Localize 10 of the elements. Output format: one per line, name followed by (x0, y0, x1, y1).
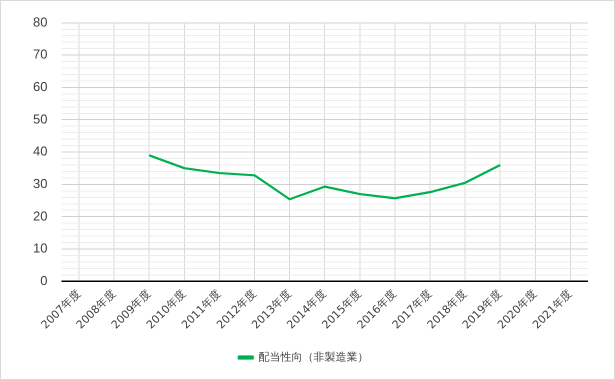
y-tick-label: 50 (32, 111, 48, 126)
y-tick-label: 80 (32, 14, 48, 30)
y-tick-label: 30 (32, 176, 48, 191)
y-tick-label: 0 (40, 272, 48, 288)
y-tick-label: 20 (32, 208, 48, 224)
y-tick-label: 10 (32, 240, 48, 256)
y-tick-label: 60 (32, 79, 48, 94)
y-tick-label: 70 (32, 46, 48, 62)
legend-label: 配当性向（非製造業） (258, 350, 368, 364)
y-tick-label: 40 (32, 144, 48, 159)
